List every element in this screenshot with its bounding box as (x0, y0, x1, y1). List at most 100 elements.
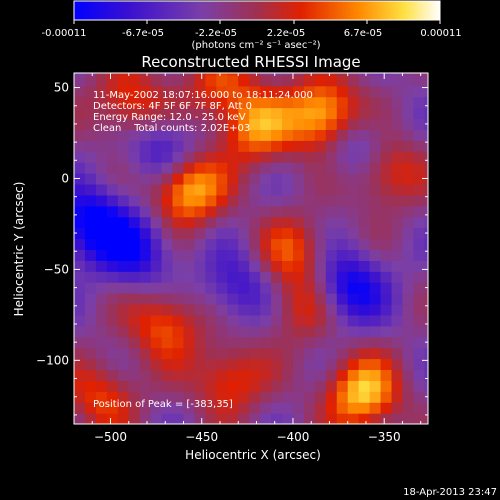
heatmap-cell (271, 162, 283, 174)
heatmap-cell (128, 96, 141, 109)
heatmap-cell (271, 151, 283, 163)
heatmap-cell (106, 173, 119, 185)
heatmap-cell (260, 140, 272, 152)
heatmap-cell (391, 129, 404, 141)
heatmap-cell (325, 314, 338, 327)
heatmap-cell (172, 391, 185, 403)
heatmap-cell (194, 151, 206, 163)
heatmap-cell (216, 140, 228, 152)
heatmap-cell (172, 314, 185, 327)
heatmap-cell (347, 347, 360, 360)
heatmap-cell (106, 391, 119, 403)
heatmap-cell (161, 380, 174, 392)
heatmap-cell (74, 249, 86, 261)
y-tick-label: −50 (44, 262, 69, 276)
heatmap-cell (358, 107, 371, 120)
heatmap-cell (128, 282, 141, 294)
heatmap-cell (84, 140, 97, 152)
heatmap-cell (84, 173, 97, 185)
heatmap-cell (380, 391, 393, 403)
colorbar (73, 0, 441, 21)
heatmap-cell (358, 413, 371, 424)
heatmap-cell (380, 73, 393, 76)
heatmap-cell (260, 162, 272, 174)
heatmap-cell (336, 107, 349, 120)
heatmap-cell (161, 151, 174, 163)
heatmap-cell (413, 303, 425, 316)
heatmap-cell (391, 347, 404, 360)
heatmap-cell (194, 347, 206, 360)
heatmap-cell (402, 118, 414, 130)
heatmap-cell (172, 271, 185, 283)
heatmap-cell (84, 249, 97, 261)
heatmap-cell (314, 260, 327, 272)
heatmap-cell (84, 413, 97, 424)
heatmap-cell (303, 293, 316, 305)
heatmap-cell (424, 74, 428, 87)
heatmap-cell (282, 129, 294, 141)
heatmap-cell (139, 413, 152, 424)
heatmap-cell (402, 249, 414, 261)
heatmap-cell (292, 325, 305, 338)
heatmap-cell (325, 325, 338, 338)
annotation-peak-position: Position of Peak = [-383,35] (93, 399, 233, 410)
heatmap-cell (347, 227, 360, 240)
heatmap-cell (369, 380, 382, 392)
heatmap-cell (183, 314, 196, 327)
heatmap-cell (358, 216, 371, 229)
heatmap-cell (402, 293, 414, 305)
heatmap-cell (413, 107, 425, 120)
heatmap-cell (183, 293, 196, 305)
heatmap-cell (271, 402, 283, 414)
heatmap-cell (424, 413, 428, 424)
heatmap-cell (128, 347, 141, 360)
heatmap-cell (249, 238, 261, 251)
heatmap-cell (139, 74, 152, 87)
heatmap-cell (249, 85, 261, 98)
heatmap-cell (117, 282, 130, 294)
heatmap-cell (282, 391, 294, 403)
heatmap-cell (106, 129, 119, 141)
heatmap-cell (95, 173, 108, 185)
heatmap-cell (347, 194, 360, 207)
heatmap-cell (150, 271, 163, 283)
heatmap-cell (391, 369, 404, 381)
heatmap-cell (282, 314, 294, 327)
heatmap-cell (139, 391, 152, 403)
heatmap-cell (303, 129, 316, 141)
heatmap-cell (314, 205, 327, 218)
heatmap-cell (391, 140, 404, 152)
heatmap-cell (314, 216, 327, 229)
heatmap-cell (402, 238, 414, 251)
heatmap-cell (216, 205, 228, 218)
heatmap-cell (380, 293, 393, 305)
heatmap-cell (303, 413, 316, 424)
heatmap-cell (391, 336, 404, 349)
heatmap-cell (238, 271, 250, 283)
heatmap-cell (271, 271, 283, 283)
heatmap-cell (402, 205, 414, 218)
heatmap-cell (402, 303, 414, 316)
heatmap-cell (106, 183, 119, 196)
heatmap-cell (260, 107, 272, 120)
heatmap-cell (271, 238, 283, 251)
heatmap-cell (106, 238, 119, 251)
heatmap-cell (238, 216, 250, 229)
heatmap-cell (150, 249, 163, 261)
heatmap-cell (391, 74, 404, 87)
heatmap-cell (84, 118, 97, 130)
heatmap-cell (117, 260, 130, 272)
heatmap-cell (238, 358, 250, 371)
heatmap-cell (74, 118, 86, 130)
heatmap-cell (292, 227, 305, 240)
heatmap-cell (271, 216, 283, 229)
heatmap-cell (271, 129, 283, 141)
heatmap-cell (358, 173, 371, 185)
heatmap-cell (249, 151, 261, 163)
heatmap-cell (336, 325, 349, 338)
heatmap-cell (325, 347, 338, 360)
heatmap-cell (336, 402, 349, 414)
heatmap-cell (347, 358, 360, 371)
heatmap-cell (380, 85, 393, 98)
heatmap-cell (325, 391, 338, 403)
